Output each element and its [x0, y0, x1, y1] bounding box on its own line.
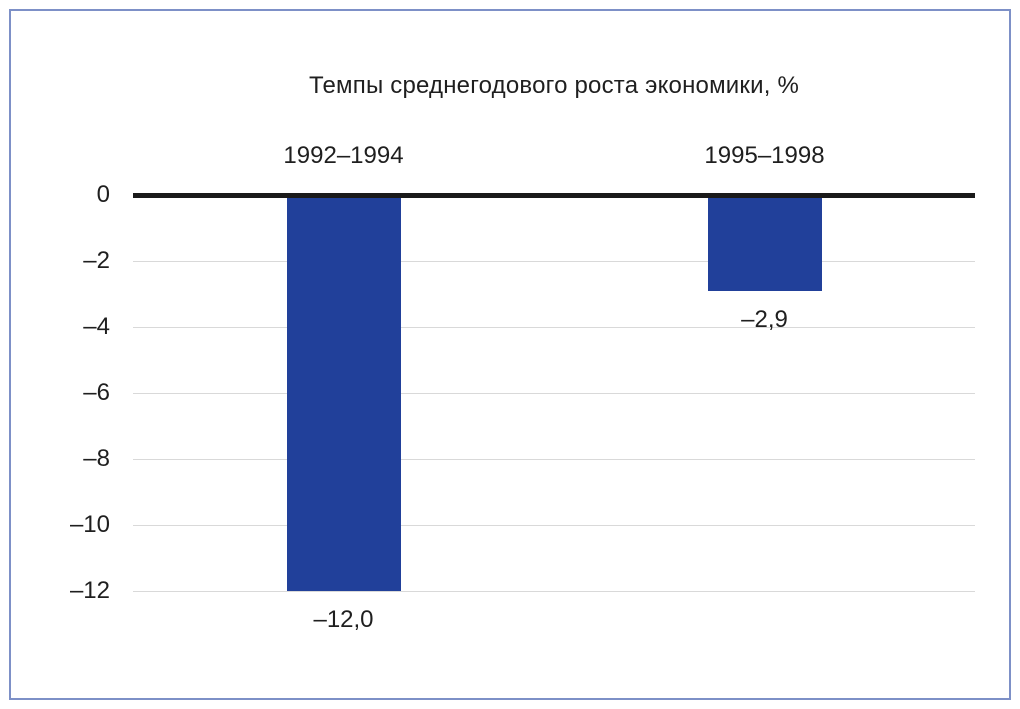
- gridline: [133, 591, 975, 592]
- gridline: [133, 327, 975, 328]
- category-label: 1992–1994: [283, 142, 404, 169]
- y-axis-tick-label: –4: [83, 313, 110, 340]
- gridline: [133, 459, 975, 460]
- bar-1992–1994: [286, 195, 401, 591]
- gridline: [133, 261, 975, 262]
- gridline: [133, 525, 975, 526]
- zero-axis-line: [133, 193, 975, 198]
- gridline: [133, 393, 975, 394]
- y-axis-tick-label: –6: [83, 379, 110, 406]
- chart-frame-border: [9, 9, 1011, 700]
- bar-1995–1998: [707, 195, 822, 291]
- bar-value-label: –2,9: [741, 305, 788, 333]
- y-axis-tick-label: –10: [69, 511, 110, 538]
- y-axis-tick-label: 0: [96, 181, 110, 208]
- y-axis-tick-label: –8: [83, 445, 110, 472]
- y-axis-tick-label: –12: [69, 577, 110, 604]
- category-label: 1995–1998: [704, 142, 825, 169]
- chart-title: Темпы среднегодового роста экономики, %: [308, 72, 799, 99]
- y-axis-tick-label: –2: [83, 247, 110, 274]
- bar-value-label: –12,0: [313, 606, 374, 633]
